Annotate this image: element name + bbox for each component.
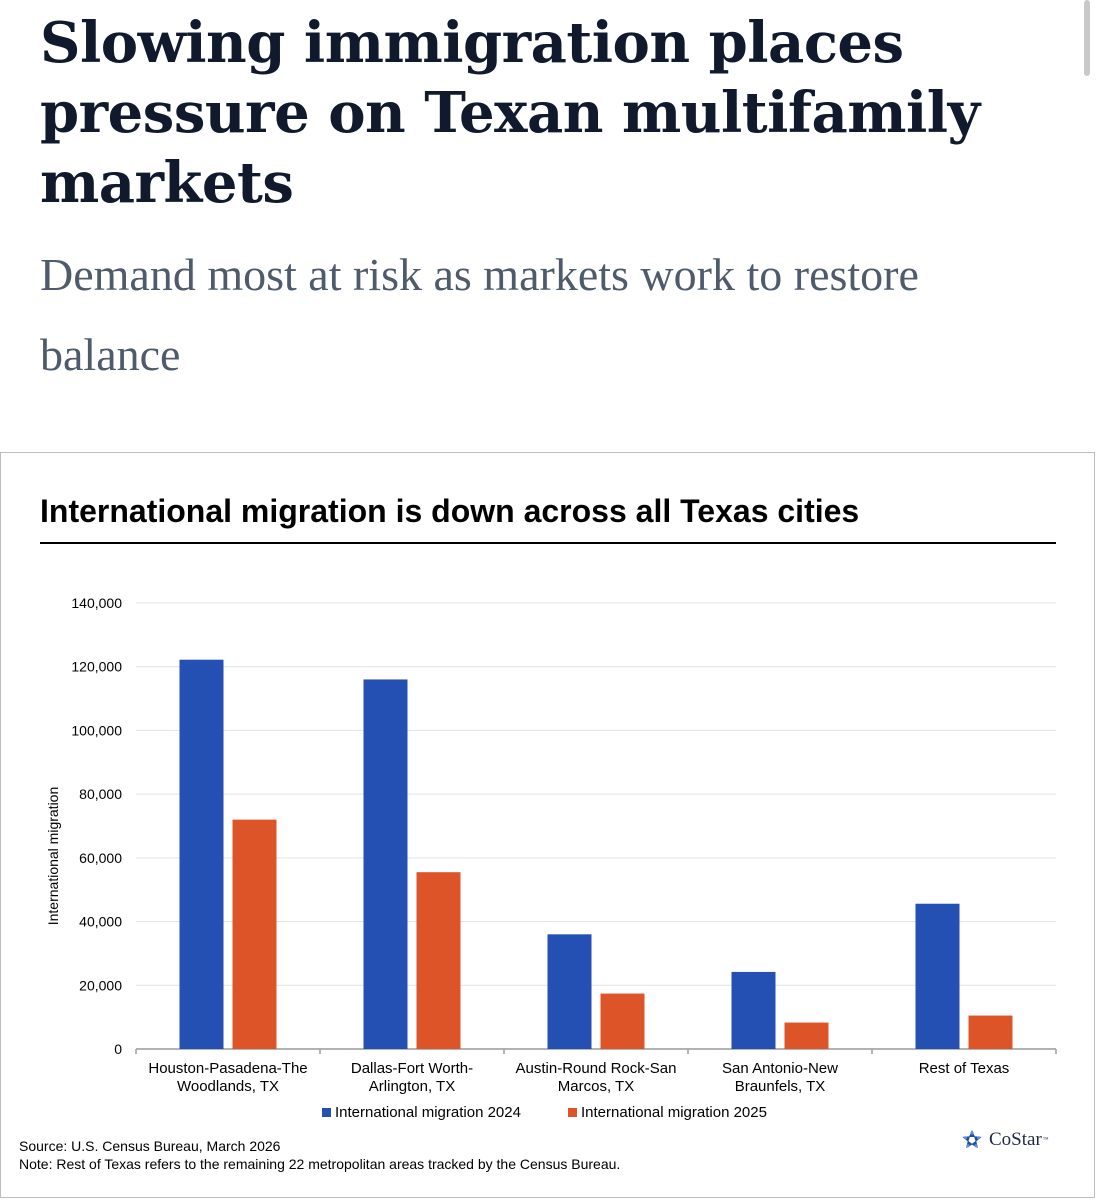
y-tick-label: 60,000 <box>79 850 122 866</box>
y-tick-label: 140,000 <box>71 595 122 611</box>
bar-2024-3 <box>731 971 776 1049</box>
y-tick-label: 80,000 <box>79 786 122 802</box>
legend-swatch-2025 <box>568 1108 577 1117</box>
headline: Slowing immigration places pressure on T… <box>40 10 980 216</box>
subheadline: Demand most at risk as markets work to r… <box>40 249 919 380</box>
x-tick-label: Rest of Texas <box>919 1060 1010 1077</box>
source-line: Source: U.S. Census Bureau, March 2026 <box>19 1138 281 1154</box>
chart-title-rule <box>40 542 1056 544</box>
bar-2024-1 <box>363 679 408 1049</box>
x-tick-label: Braunfels, TX <box>735 1078 826 1095</box>
x-tick-label: Marcos, TX <box>558 1078 634 1095</box>
legend-item-2025: International migration 2025 <box>568 1104 767 1121</box>
chart-title: International migration is down across a… <box>40 493 860 529</box>
costar-logo: CoStar ™ <box>960 1128 1049 1152</box>
bar-2025-0 <box>232 819 277 1049</box>
x-tick-label: Houston-Pasadena-The <box>148 1060 307 1077</box>
note-line: Note: Rest of Texas refers to the remain… <box>19 1156 621 1172</box>
y-tick-label: 40,000 <box>79 914 122 930</box>
bar-2025-1 <box>416 872 461 1049</box>
y-axis-label: International migration <box>45 787 61 926</box>
bar-2024-2 <box>547 934 592 1049</box>
bar-2025-2 <box>600 993 645 1049</box>
scrollbar-thumb[interactable] <box>1084 0 1090 76</box>
y-tick-label: 100,000 <box>71 722 122 738</box>
chart-source: Source: U.S. Census Bureau, March 2026 N… <box>19 1137 620 1173</box>
bar-2024-4 <box>915 903 960 1049</box>
chart-legend: International migration 2024 Internation… <box>0 1104 1097 1124</box>
y-tick-label: 120,000 <box>71 659 122 675</box>
legend-label-2025: International migration 2025 <box>581 1104 767 1121</box>
costar-logo-tm: ™ <box>1042 1137 1049 1143</box>
x-tick-label: Austin-Round Rock-San <box>516 1060 677 1077</box>
bar-2025-3 <box>784 1022 829 1049</box>
legend-swatch-2024 <box>322 1108 331 1117</box>
bar-2024-0 <box>179 659 224 1049</box>
costar-logo-text: CoStar <box>989 1129 1042 1150</box>
bar-2025-4 <box>968 1015 1013 1049</box>
legend-label-2024: International migration 2024 <box>335 1104 521 1121</box>
y-tick-label: 20,000 <box>79 977 122 993</box>
y-tick-label: 0 <box>114 1041 122 1057</box>
costar-star-icon <box>961 1129 983 1151</box>
legend-item-2024: International migration 2024 <box>322 1104 521 1121</box>
x-tick-label: Woodlands, TX <box>177 1078 279 1095</box>
x-tick-label: Arlington, TX <box>369 1078 455 1095</box>
x-tick-label: Dallas-Fort Worth- <box>351 1060 473 1077</box>
x-tick-label: San Antonio-New <box>722 1060 838 1077</box>
